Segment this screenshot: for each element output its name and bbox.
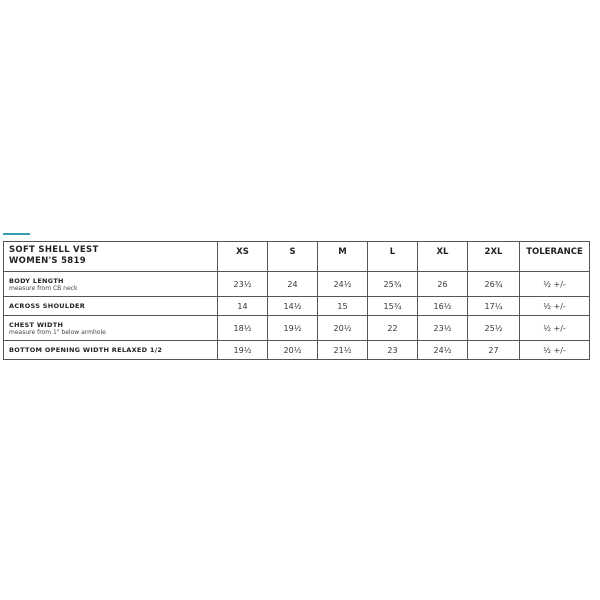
value-cell: 27 xyxy=(467,340,520,360)
column-header: L xyxy=(367,241,418,272)
row-label-cell: BOTTOM OPENING WIDTH RELAXED 1/2 xyxy=(3,340,218,360)
column-header: 2XL xyxy=(467,241,520,272)
row-note: measure from CB neck xyxy=(9,284,78,292)
value-cell: 17¼ xyxy=(467,296,520,316)
accent-line xyxy=(3,233,30,235)
row-label-cell: BODY LENGTH measure from CB neck xyxy=(3,271,218,297)
value-cell: 23½ xyxy=(417,315,468,341)
value-cell: 15¾ xyxy=(367,296,418,316)
value-cell: ½ +/- xyxy=(519,271,590,297)
value-cell: 25½ xyxy=(467,315,520,341)
value-cell: 20½ xyxy=(317,315,368,341)
value-cell: 15 xyxy=(317,296,368,316)
value-cell: 19½ xyxy=(217,340,268,360)
value-cell: ½ +/- xyxy=(519,315,590,341)
value-cell: ½ +/- xyxy=(519,340,590,360)
row-label-cell: ACROSS SHOULDER xyxy=(3,296,218,316)
table-row: CHEST WIDTH measure from 1" below armhole… xyxy=(3,315,590,341)
column-header: XL xyxy=(417,241,468,272)
value-cell: 26¾ xyxy=(467,271,520,297)
value-cell: 22 xyxy=(367,315,418,341)
value-cell: 23 xyxy=(367,340,418,360)
value-cell: 26 xyxy=(417,271,468,297)
row-label: ACROSS SHOULDER xyxy=(9,302,86,310)
value-cell: 14 xyxy=(217,296,268,316)
value-cell: 16½ xyxy=(417,296,468,316)
table-row: BOTTOM OPENING WIDTH RELAXED 1/2 19½ 20½ 21… xyxy=(3,340,590,360)
value-cell: 20½ xyxy=(267,340,318,360)
row-note: measure from 1" below armhole xyxy=(9,328,106,336)
value-cell: 25¾ xyxy=(367,271,418,297)
value-cell: 23½ xyxy=(217,271,268,297)
column-header: M xyxy=(317,241,368,272)
value-cell: ½ +/- xyxy=(519,296,590,316)
value-cell: 21½ xyxy=(317,340,368,360)
row-label: BODY LENGTH xyxy=(9,276,64,285)
header-row: SOFT SHELL VEST WOMEN'S 5819 XS S M L XL… xyxy=(3,241,590,272)
column-header: S xyxy=(267,241,318,272)
table-row: ACROSS SHOULDER 14 14½ 15 15¾ 16½ 17¼ ½ +/- xyxy=(3,296,590,316)
row-label: BOTTOM OPENING WIDTH RELAXED 1/2 xyxy=(9,346,163,354)
column-header: TOLERANCE xyxy=(519,241,590,272)
row-label: CHEST WIDTH xyxy=(9,320,64,329)
value-cell: 18½ xyxy=(217,315,268,341)
column-header: XS xyxy=(217,241,268,272)
table-row: BODY LENGTH measure from CB neck 23½ 24 24½ 2… xyxy=(3,271,590,297)
value-cell: 14½ xyxy=(267,296,318,316)
value-cell: 24½ xyxy=(317,271,368,297)
size-chart-table: SOFT SHELL VEST WOMEN'S 5819 XS S M L XL… xyxy=(3,241,590,360)
row-label-cell: CHEST WIDTH measure from 1" below armhole xyxy=(3,315,218,341)
value-cell: 24½ xyxy=(417,340,468,360)
product-model: WOMEN'S 5819 xyxy=(9,256,86,266)
product-title-cell: SOFT SHELL VEST WOMEN'S 5819 xyxy=(3,241,218,272)
product-name: SOFT SHELL VEST xyxy=(9,245,99,255)
value-cell: 24 xyxy=(267,271,318,297)
value-cell: 19½ xyxy=(267,315,318,341)
